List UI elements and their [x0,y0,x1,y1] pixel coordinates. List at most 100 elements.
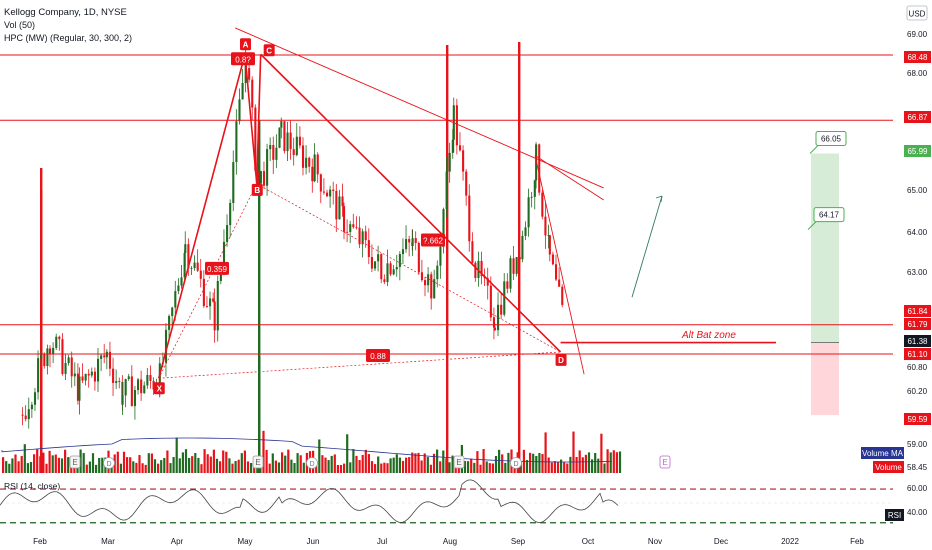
volume-bar [476,451,479,473]
pattern-leg[interactable] [157,54,246,379]
pattern-leg[interactable] [158,183,258,379]
target-zone[interactable] [811,153,839,343]
pattern-point-badge[interactable] [153,382,165,395]
earnings-marker[interactable] [252,455,264,469]
volume-bar [584,454,587,473]
currency-badge-frame[interactable] [906,5,928,21]
volume-bar [265,449,268,473]
dividend-marker[interactable] [306,457,318,469]
volume-bar [519,461,522,473]
candle-body [171,307,174,317]
stop-zone[interactable] [811,342,839,416]
pattern-point-badge[interactable] [555,353,567,366]
volume-bar [377,456,380,473]
volume-bar [569,456,572,473]
candle-body [349,224,352,233]
trendline[interactable] [534,155,604,201]
candle-body [524,227,527,236]
pattern-leg[interactable] [255,54,262,184]
candle-body [241,82,244,100]
pattern-point-badge[interactable] [263,44,275,57]
volume-bar [126,457,129,473]
volume-bar [401,460,405,473]
volume-bar [529,452,532,473]
callout-value: 64.17 [819,211,840,220]
price-axis-label: 63.00 [907,268,928,277]
price-axis-badge-label: 66.87 [907,113,928,122]
candle-body [232,162,235,203]
volume-bar [525,459,529,473]
volume-bar [488,463,491,473]
candle-body [448,152,451,172]
time-axis-label: Mar [101,537,115,546]
candle-body [405,239,408,250]
volume-bar [346,434,349,473]
candle-body [521,235,524,260]
candle-body [512,258,515,274]
volume-bar [277,462,281,473]
hpc-indicator-label[interactable]: HPC (MW) (Regular, 30, 300, 2) [4,33,132,43]
trendline[interactable] [235,27,604,189]
candle-body [199,270,202,279]
pattern-leg[interactable] [256,183,561,353]
ratio-badge[interactable] [421,233,445,247]
ratio-badge[interactable] [231,52,255,66]
ratio-badge[interactable] [366,348,390,362]
currency-badge[interactable]: USD [909,10,926,19]
candle-body [133,390,137,407]
candle-body [436,265,439,280]
time-axis-label: Jul [377,537,387,546]
volume-bar [116,451,119,473]
time-axis-label: Sep [511,537,526,546]
candle-body [272,144,275,160]
volume-indicator-label[interactable]: Vol (50) [4,20,35,30]
volume-bar [467,461,470,473]
volume-bar [420,460,423,473]
candle-body [364,231,367,241]
ratio-label: 0.88 [370,352,386,361]
alt-bat-zone-label[interactable]: Alt Bat zone [681,330,736,341]
pattern-point-badge[interactable] [240,38,251,51]
volume-bar [383,462,386,473]
dividend-marker[interactable] [103,457,115,469]
rsi-indicator-label[interactable]: RSI (14, close) [4,481,60,491]
volume-bar [138,455,141,473]
volume-bar [408,457,411,473]
candle-body [319,174,322,192]
pattern-leg[interactable] [158,351,561,379]
candle-body [55,336,58,348]
ratio-badge[interactable] [205,261,229,275]
volume-bar [215,458,219,473]
pattern-point-label: B [254,186,260,195]
earnings-marker[interactable] [659,455,671,469]
pattern-point-badge[interactable] [251,183,263,196]
volume-bar [33,454,36,473]
volume-bar [448,462,451,473]
volume-bar [222,450,225,473]
pattern-point-label: C [266,46,272,55]
candle-body [555,264,558,280]
projection-arrow[interactable] [631,195,663,298]
callout-box[interactable] [815,130,847,146]
earnings-marker[interactable] [453,455,465,469]
candle-body [180,277,183,286]
volume-bar [395,454,398,473]
pattern-leg[interactable] [244,54,258,184]
callout-box[interactable] [813,207,845,223]
earnings-marker[interactable] [69,455,81,469]
candle-body [480,260,483,277]
volume-bar [262,430,265,473]
volume-bar [234,460,237,473]
volume-bar [26,463,29,473]
candle-body [76,373,79,401]
volume-bar [228,458,231,473]
candle-body [558,279,561,287]
pattern-leg[interactable] [260,53,562,353]
price-axis-label: 60.20 [907,387,928,396]
trendline[interactable] [534,155,585,375]
volume-bar [463,461,467,473]
dividend-marker-label: D [513,461,518,468]
price-axis-badge [904,305,931,317]
dividend-marker[interactable] [510,457,522,469]
